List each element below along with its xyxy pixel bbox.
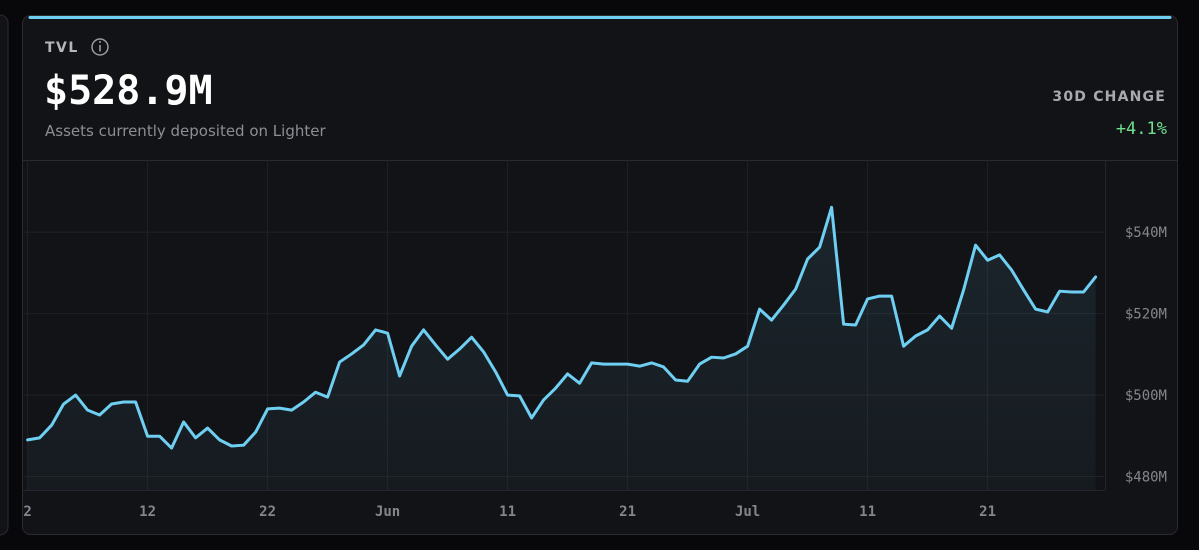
- y-tick-label: $480M: [1125, 470, 1167, 486]
- metric-value: $528.9M: [44, 68, 213, 114]
- x-tick-label: Jun: [375, 504, 400, 520]
- x-tick-label: 12: [139, 504, 156, 520]
- y-tick-label: $540M: [1125, 225, 1167, 241]
- metric-title: TVL: [45, 40, 79, 56]
- area: [27, 207, 1096, 490]
- y-tick-label: $500M: [1125, 388, 1167, 404]
- x-tick-label: Jul: [735, 504, 760, 520]
- change-label: 30D CHANGE: [1052, 89, 1166, 105]
- y-tick-label: $520M: [1125, 307, 1167, 323]
- line: [26, 205, 1098, 450]
- x-tick-label: 22: [259, 504, 276, 520]
- info-icon[interactable]: [91, 38, 109, 56]
- x-tick-label: 11: [859, 504, 876, 520]
- x-tick-label: 21: [979, 504, 996, 520]
- x-tick-label: 2: [23, 504, 31, 520]
- x-tick-label: 21: [619, 504, 636, 520]
- neighbor-card: [0, 14, 9, 536]
- x-tick-label: 11: [499, 504, 516, 520]
- change-value: +4.1%: [1116, 119, 1167, 139]
- metric-subtitle: Assets currently deposited on Lighter: [45, 122, 326, 140]
